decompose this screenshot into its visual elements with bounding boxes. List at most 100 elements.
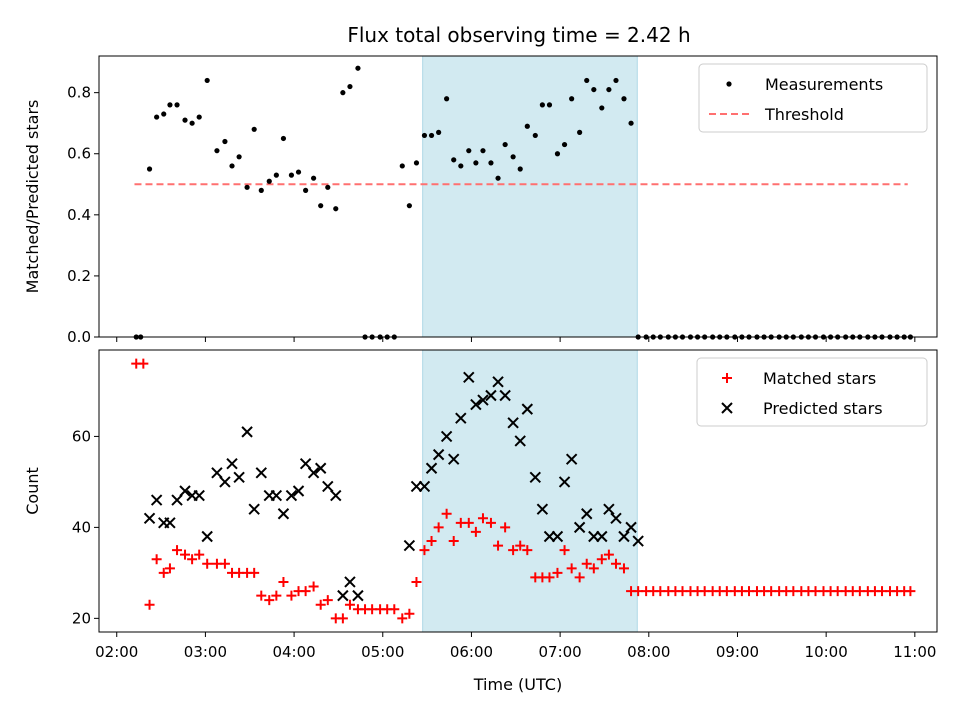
predicted-point <box>514 435 526 447</box>
predicted-point <box>277 508 290 520</box>
predicted-point <box>558 476 571 488</box>
predicted-point <box>201 530 213 543</box>
predicted-point <box>596 530 608 543</box>
measurement-point <box>399 163 405 169</box>
matched-point <box>187 554 198 565</box>
measurement-point <box>584 77 590 84</box>
measurement-point <box>280 135 287 142</box>
predicted-point <box>492 376 504 388</box>
measurement-point <box>458 163 464 169</box>
predicted-point <box>255 467 267 479</box>
legend-label: Measurements <box>765 75 883 94</box>
predicted-point <box>179 485 191 497</box>
matched-point <box>172 545 183 556</box>
legend-label: Predicted stars <box>763 399 883 418</box>
measurement-point <box>524 123 530 129</box>
y-tick-label: 60 <box>72 427 91 445</box>
x-tick-label: 08:00 <box>627 643 670 661</box>
measurement-point <box>591 86 597 93</box>
measurement-point <box>266 178 272 184</box>
matched-point <box>610 558 621 569</box>
predicted-point <box>226 458 238 470</box>
matched-point <box>397 613 408 624</box>
matched-point <box>559 545 570 556</box>
measurement-point <box>621 96 627 102</box>
matched-point <box>164 563 175 574</box>
measurement-point <box>295 169 302 175</box>
measurement-point <box>318 203 324 209</box>
predicted-point <box>551 530 564 543</box>
predicted-point <box>299 458 312 470</box>
matched-point <box>286 590 297 601</box>
measurement-point <box>146 166 153 172</box>
matched-point <box>308 581 319 592</box>
matched-point <box>426 536 437 547</box>
measurement-point <box>229 163 235 169</box>
measurement-point <box>451 157 457 163</box>
predicted-point <box>565 453 578 465</box>
matched-point <box>588 563 599 574</box>
measurement-point <box>606 86 612 93</box>
bottom-panel: 20 40 60 02:00 03:00 04:00 05:00 06:00 07:00 08:0… <box>23 349 938 694</box>
measurement-point <box>154 114 160 120</box>
matched-point <box>508 545 519 556</box>
predicted-point <box>330 489 342 502</box>
predicted-point <box>507 417 519 429</box>
observing-span <box>422 349 638 633</box>
x-tick-label: 05:00 <box>361 643 404 661</box>
matched-point <box>144 599 155 610</box>
measurement-point <box>325 184 331 190</box>
matched-point <box>180 549 191 560</box>
measurement-point <box>569 96 575 102</box>
measurement-point <box>244 184 250 190</box>
y-axis-label: Matched/Predicted stars <box>23 100 42 294</box>
measurement-point <box>204 77 210 84</box>
predicted-point <box>193 489 205 502</box>
measurement-point <box>258 187 264 193</box>
measurement-point <box>167 102 173 108</box>
measurement-point <box>495 175 501 181</box>
measurement-point <box>510 154 516 160</box>
predicted-point <box>314 462 327 474</box>
measurement-point <box>480 148 486 154</box>
matched-point <box>278 576 289 587</box>
predicted-point <box>248 503 260 515</box>
matched-point <box>433 522 444 533</box>
predicted-point <box>403 539 416 552</box>
matched-point <box>389 604 400 615</box>
measurement-point <box>333 206 339 212</box>
matched-point <box>574 572 585 583</box>
predicted-point <box>529 471 541 484</box>
matched-point <box>552 567 563 578</box>
matched-point <box>477 513 488 524</box>
measurement-point <box>273 172 279 178</box>
matched-point <box>419 545 430 556</box>
x-tick-label: 10:00 <box>805 643 848 661</box>
matched-point <box>202 558 213 569</box>
matched-point <box>522 545 533 556</box>
predicted-point <box>581 508 593 520</box>
predicted-point <box>463 371 475 383</box>
legend-marker-measurements <box>726 81 732 87</box>
measurement-point <box>488 160 494 166</box>
measurement-point <box>628 120 634 126</box>
predicted-point <box>285 489 298 502</box>
legend-label: Threshold <box>764 105 844 124</box>
predicted-point <box>322 480 334 493</box>
matched-point <box>315 599 326 610</box>
matched-point <box>249 567 260 578</box>
predicted-point <box>233 471 245 484</box>
matched-point <box>300 586 311 597</box>
matched-point <box>256 590 267 601</box>
matched-point <box>515 540 526 551</box>
predicted-point <box>477 394 489 406</box>
matched-point <box>905 586 916 597</box>
predicted-point <box>337 589 349 602</box>
measurement-point <box>577 129 583 135</box>
predicted-point <box>610 512 622 524</box>
y-tick-label: 0.6 <box>67 145 91 163</box>
matched-point <box>603 549 614 560</box>
measurement-point <box>473 160 479 166</box>
predicted-point <box>536 503 549 515</box>
measurement-point <box>502 141 508 148</box>
